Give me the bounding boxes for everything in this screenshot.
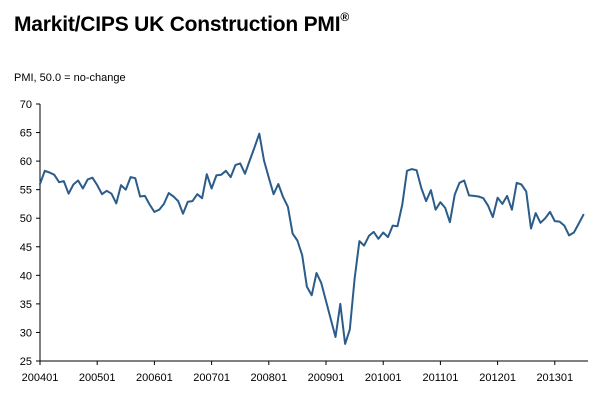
y-tick-label: 25 <box>20 356 32 368</box>
y-tick-label: 60 <box>20 156 32 168</box>
x-tick-label: 201201 <box>479 372 516 384</box>
series-group <box>39 132 585 345</box>
x-tick-label: 200501 <box>79 372 116 384</box>
y-axis-ticks: 25 30 35 40 45 50 55 60 65 70 <box>20 99 40 368</box>
y-tick-label: 70 <box>20 99 32 111</box>
y-tick-label: 35 <box>20 299 32 311</box>
chart-title: Markit/CIPS UK Construction PMI® <box>14 10 349 36</box>
x-tick-label: 200401 <box>22 372 59 384</box>
x-tick-label: 200901 <box>308 372 345 384</box>
series-line-pmi <box>39 132 585 345</box>
y-tick-label: 30 <box>20 327 32 339</box>
x-tick-label: 201301 <box>536 372 573 384</box>
y-tick-label: 40 <box>20 270 32 282</box>
y-tick-label: 65 <box>20 128 32 140</box>
y-axis-label: PMI, 50.0 = no-change <box>14 72 126 84</box>
chart-axes <box>39 104 588 362</box>
y-tick-label: 45 <box>20 242 32 254</box>
x-tick-label: 201101 <box>422 372 458 384</box>
x-tick-label: 200801 <box>250 372 287 384</box>
y-tick-label: 50 <box>20 213 32 225</box>
y-tick-label: 55 <box>20 185 32 197</box>
x-axis-ticks: 200401 200501 200601 200701 200801 200901 2010… <box>22 361 573 384</box>
x-tick-label: 201001 <box>365 372 402 384</box>
x-tick-label: 200701 <box>193 372 230 384</box>
registered-mark: ® <box>340 10 349 24</box>
x-tick-label: 200601 <box>136 372 173 384</box>
